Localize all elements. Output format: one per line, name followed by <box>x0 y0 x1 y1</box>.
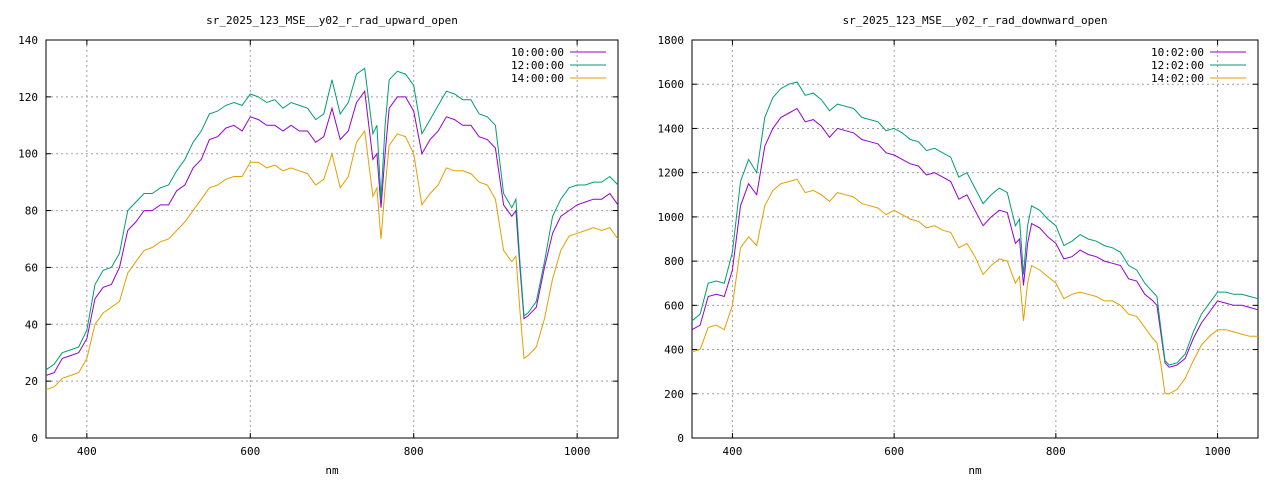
y-tick-label: 1600 <box>658 78 685 91</box>
x-tick-label: 600 <box>884 445 904 458</box>
x-tick-label: 800 <box>404 445 424 458</box>
chart-title: sr_2025_123_MSE__y02_r_rad_downward_open <box>843 14 1108 27</box>
y-tick-label: 1800 <box>658 34 685 47</box>
y-tick-label: 40 <box>25 318 38 331</box>
y-tick-label: 60 <box>25 261 38 274</box>
y-tick-label: 1400 <box>658 122 685 135</box>
y-tick-label: 80 <box>25 205 38 218</box>
legend-label: 14:02:00 <box>1151 72 1204 85</box>
series-line-10:02:00 <box>691 107 1259 368</box>
chart-title: sr_2025_123_MSE__y02_r_rad_upward_open <box>206 14 458 27</box>
series-line-14:02:00 <box>691 178 1258 395</box>
chart-2: sr_2025_123_MSE__y02_r_rad_downward_open… <box>658 14 1259 477</box>
plot-frame <box>691 39 1259 439</box>
y-tick-label: 0 <box>677 432 684 445</box>
y-tick-label: 1200 <box>658 167 685 180</box>
y-tick-label: 800 <box>664 255 684 268</box>
legend-label: 12:02:00 <box>1151 59 1204 72</box>
legend-label: 10:00:00 <box>511 46 564 59</box>
y-tick-label: 400 <box>664 344 684 357</box>
x-axis-label: nm <box>325 464 339 477</box>
y-tick-label: 140 <box>18 34 38 47</box>
legend-label: 10:02:00 <box>1151 46 1204 59</box>
series-line-14:00:00 <box>45 129 619 391</box>
y-tick-label: 600 <box>664 299 684 312</box>
series-line-12:02:00 <box>691 81 1259 366</box>
series-line-12:00:00 <box>45 67 619 371</box>
legend-label: 12:00:00 <box>511 59 564 72</box>
y-tick-label: 1000 <box>658 211 685 224</box>
series-line-10:00:00 <box>45 89 619 376</box>
x-tick-label: 400 <box>77 445 97 458</box>
x-tick-label: 800 <box>1046 445 1066 458</box>
y-tick-label: 120 <box>18 91 38 104</box>
x-tick-label: 1000 <box>1204 445 1231 458</box>
y-tick-label: 20 <box>25 375 38 388</box>
x-tick-label: 600 <box>240 445 260 458</box>
y-tick-label: 200 <box>664 388 684 401</box>
legend-label: 14:00:00 <box>511 72 564 85</box>
x-tick-label: 400 <box>722 445 742 458</box>
y-tick-label: 0 <box>31 432 38 445</box>
x-tick-label: 1000 <box>564 445 591 458</box>
x-axis-label: nm <box>968 464 982 477</box>
plot-frame <box>45 39 619 439</box>
y-tick-label: 100 <box>18 148 38 161</box>
chart-1: sr_2025_123_MSE__y02_r_rad_upward_open 0 2… <box>18 14 619 477</box>
